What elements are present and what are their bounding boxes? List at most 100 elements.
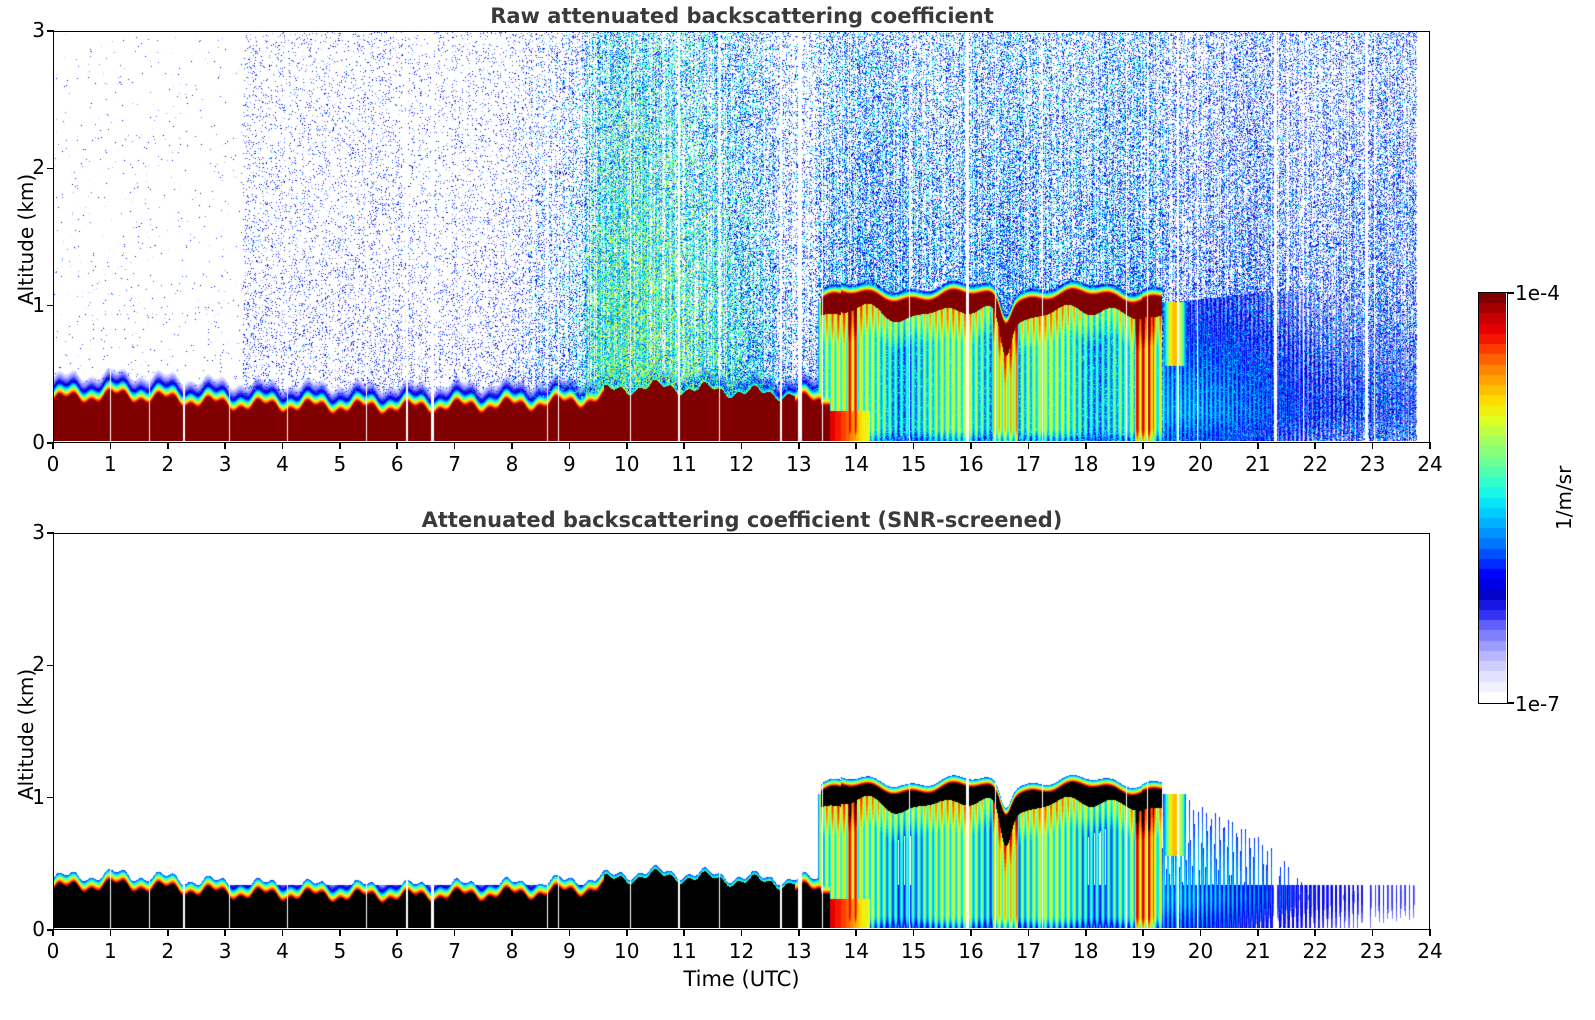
x-tick-label: 21: [1245, 939, 1271, 963]
x-tick: [912, 442, 915, 449]
x-tick-label: 24: [1417, 939, 1443, 963]
x-tick-label: 8: [505, 939, 519, 963]
heatmap-raw: [54, 32, 1428, 441]
x-tick: [224, 929, 226, 936]
x-tick: [740, 929, 743, 936]
x-tick-label: 5: [333, 939, 347, 963]
x-tick-label: 14: [843, 939, 869, 963]
x-tick-label: 0: [46, 452, 60, 476]
x-tick-label: 10: [614, 939, 640, 963]
y-tick: [47, 796, 54, 799]
x-tick-label: 12: [728, 452, 755, 476]
x-tick-label: 11: [671, 452, 697, 476]
x-tick: [1429, 929, 1431, 936]
x-tick-label: 24: [1417, 452, 1443, 476]
panel-title-raw: Raw attenuated backscattering coefficien…: [490, 4, 994, 28]
x-tick: [912, 929, 915, 936]
x-tick: [1257, 929, 1259, 936]
x-tick-label: 19: [1130, 939, 1156, 963]
x-tick: [568, 442, 571, 449]
x-tick: [1027, 442, 1030, 449]
x-tick: [1084, 442, 1087, 449]
x-tick-label: 13: [786, 939, 812, 963]
x-tick: [740, 442, 743, 449]
x-tick-label: 6: [390, 939, 404, 963]
x-tick-label: 22: [1302, 939, 1328, 963]
x-tick: [1257, 442, 1259, 449]
x-tick: [396, 929, 399, 936]
y-tick-label: 1: [32, 784, 45, 809]
x-tick: [166, 442, 169, 449]
x-tick: [855, 442, 858, 449]
x-tick-label: 21: [1245, 452, 1271, 476]
x-tick: [683, 442, 685, 449]
colorbar-max-label: 1e-4: [1515, 281, 1560, 305]
y-axis-label-screened: Altitude (km): [14, 668, 38, 800]
x-tick: [511, 929, 513, 936]
x-tick: [1371, 929, 1374, 936]
x-tick: [1199, 929, 1202, 936]
colorbar-gradient: [1479, 293, 1506, 702]
x-tick: [798, 442, 800, 449]
x-tick-label: 10: [614, 452, 640, 476]
y-tick-label: 2: [32, 652, 45, 677]
x-tick: [625, 929, 628, 936]
y-tick-label: 2: [32, 155, 45, 180]
x-tick: [568, 929, 571, 936]
colorbar[interactable]: [1478, 292, 1508, 704]
y-tick: [47, 442, 54, 444]
x-tick: [683, 929, 685, 936]
x-tick-label: 7: [448, 939, 461, 963]
x-tick-label: 1: [104, 452, 117, 476]
x-tick-label: 2: [161, 939, 175, 963]
x-tick-label: 15: [900, 939, 927, 963]
x-tick-label: 16: [958, 452, 984, 476]
x-tick: [224, 442, 226, 449]
y-tick-label: 3: [32, 18, 45, 42]
x-tick: [1429, 442, 1431, 449]
x-tick: [396, 442, 399, 449]
x-tick: [970, 929, 972, 936]
heatmap-screened: [54, 534, 1428, 928]
x-tick: [453, 442, 456, 449]
x-tick: [511, 442, 513, 449]
x-tick: [453, 929, 456, 936]
x-tick-label: 11: [671, 939, 697, 963]
x-tick-label: 1: [104, 939, 117, 963]
x-tick-label: 5: [333, 452, 347, 476]
plot-area-screened[interactable]: [53, 533, 1430, 930]
x-tick: [855, 929, 858, 936]
y-axis-label-raw: Altitude (km): [14, 173, 38, 305]
y-tick: [47, 30, 54, 32]
y-tick-label: 0: [32, 430, 45, 454]
x-tick: [1371, 442, 1374, 449]
x-tick-label: 23: [1359, 452, 1386, 476]
x-tick: [166, 929, 169, 936]
x-tick: [281, 442, 284, 449]
x-axis-label: Time (UTC): [683, 967, 800, 991]
x-tick: [339, 442, 341, 449]
x-tick: [109, 929, 112, 936]
x-tick: [281, 929, 284, 936]
colorbar-unit-label: 1/m/sr: [1552, 465, 1576, 530]
x-tick-label: 20: [1187, 452, 1214, 476]
x-tick-label: 15: [900, 452, 927, 476]
x-tick-label: 4: [276, 939, 289, 963]
y-tick: [47, 929, 54, 931]
x-tick-label: 2: [161, 452, 175, 476]
y-tick-label: 3: [32, 520, 45, 544]
x-tick: [1084, 929, 1087, 936]
y-tick: [47, 167, 54, 170]
x-tick-label: 17: [1015, 452, 1042, 476]
x-tick: [625, 442, 628, 449]
y-tick: [47, 304, 54, 307]
x-tick: [1142, 442, 1144, 449]
panel-title-screened: Attenuated backscattering coefficient (S…: [421, 508, 1063, 532]
y-tick: [47, 664, 54, 667]
y-tick-label: 0: [32, 917, 45, 941]
x-tick-label: 19: [1130, 452, 1156, 476]
x-tick: [1314, 442, 1317, 449]
y-tick-label: 1: [32, 292, 45, 317]
x-tick: [798, 929, 800, 936]
plot-area-raw[interactable]: [53, 31, 1430, 443]
